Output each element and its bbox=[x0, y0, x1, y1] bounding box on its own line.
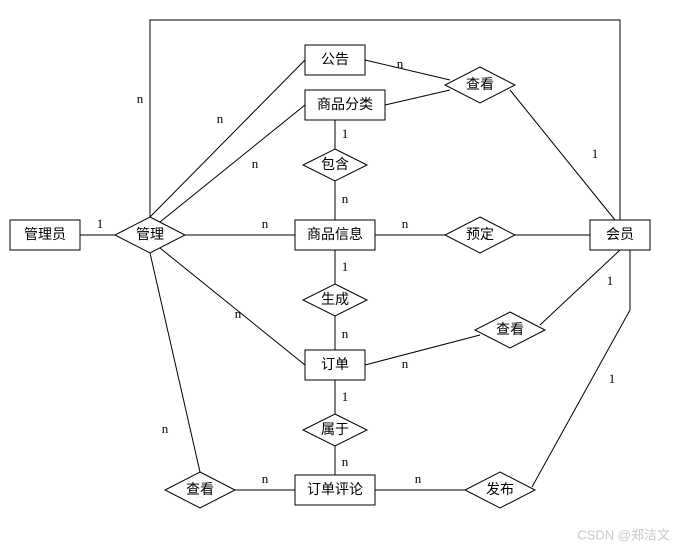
card-c_belong_review_n: n bbox=[342, 454, 349, 469]
entity-category-label: 商品分类 bbox=[317, 97, 373, 113]
card-c_publish_member_1: 1 bbox=[609, 371, 616, 386]
rel-generate-label: 生成 bbox=[321, 292, 349, 308]
card-c_goods_gen_1: 1 bbox=[342, 259, 349, 274]
watermark: CSDN @郑洁文 bbox=[577, 527, 670, 542]
card-c_contain_goods_n: n bbox=[342, 191, 349, 206]
entity-admin-label: 管理员 bbox=[24, 227, 66, 243]
card-c_view1_member_1: 1 bbox=[592, 146, 599, 161]
card-c_manage_admin_top: n bbox=[137, 91, 144, 106]
card-c_goods_reserve_n: n bbox=[402, 216, 409, 231]
rel-view3-label: 查看 bbox=[186, 482, 214, 498]
rel-view1-label: 查看 bbox=[466, 77, 494, 93]
card-c_review_publish_n: n bbox=[415, 471, 422, 486]
card-c_manage_notice_n: n bbox=[217, 111, 224, 126]
entity-review-label: 订单评论 bbox=[307, 482, 363, 498]
card-c_manage_cat_n: n bbox=[252, 156, 259, 171]
card-c_notice_view1_n: n bbox=[397, 56, 404, 71]
card-c_manage_order_n: n bbox=[235, 306, 242, 321]
entity-order-label: 订单 bbox=[321, 357, 349, 373]
rel-contain-label: 包含 bbox=[321, 157, 349, 173]
rel-publish-label: 发布 bbox=[486, 482, 514, 498]
card-c_admin_manage: 1 bbox=[97, 216, 104, 231]
card-c_order_view2_n: n bbox=[402, 356, 409, 371]
card-c_view3_review_n: n bbox=[262, 471, 269, 486]
rel-reserve-label: 预定 bbox=[466, 227, 494, 243]
rel-belong-label: 属于 bbox=[321, 423, 349, 438]
card-c_manage_goods_n: n bbox=[262, 216, 269, 231]
card-c_order_belong_1: 1 bbox=[342, 389, 349, 404]
card-c_gen_order_n: n bbox=[342, 326, 349, 341]
rel-manage-label: 管理 bbox=[136, 227, 164, 243]
entity-member-label: 会员 bbox=[606, 227, 634, 243]
card-c_manage_view3_n: n bbox=[162, 421, 169, 436]
card-c_view2_member_1: 1 bbox=[607, 273, 614, 288]
entity-goods-label: 商品信息 bbox=[307, 226, 363, 243]
entity-notice-label: 公告 bbox=[321, 52, 349, 68]
rel-view2-label: 查看 bbox=[496, 322, 524, 338]
card-c_cat_contain_1: 1 bbox=[342, 126, 349, 141]
